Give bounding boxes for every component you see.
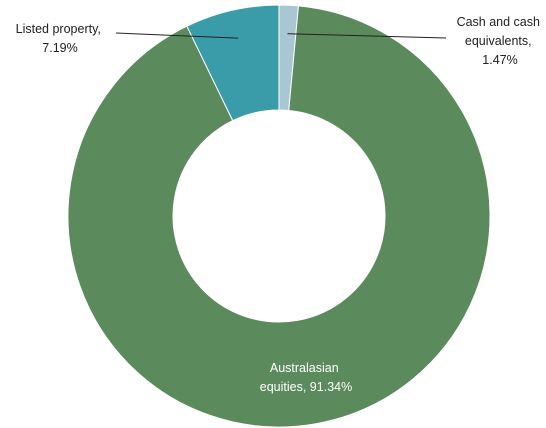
label-equities-line-2: equities, 91.34% — [260, 380, 352, 394]
leader-line-cash — [287, 33, 447, 39]
slice-listed-property — [186, 4, 280, 122]
leader-lines — [115, 32, 447, 39]
label-listed-line-1: Listed property, — [16, 22, 101, 36]
slice-australasian-equities — [67, 5, 491, 428]
label-australasian-equities: Australasian equities, 91.34% — [260, 361, 352, 394]
label-cash-line-2: equivalents, — [465, 34, 532, 48]
label-cash-line-1: Cash and cash — [457, 15, 540, 29]
label-equities-line-1: Australasian — [270, 361, 339, 375]
label-listed-property: Listed property, 7.19% — [16, 22, 105, 55]
label-cash-line-3: 1.47% — [482, 53, 517, 67]
label-listed-line-2: 7.19% — [42, 41, 77, 55]
donut-slices — [67, 4, 491, 428]
leader-line-listed-property — [115, 32, 239, 39]
label-cash: Cash and cash equivalents, 1.47% — [457, 15, 544, 67]
